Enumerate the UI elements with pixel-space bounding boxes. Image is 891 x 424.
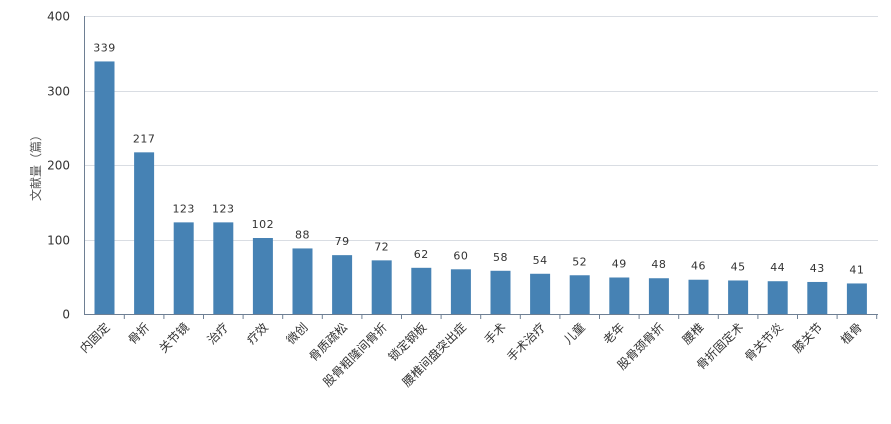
data-label: 79	[335, 235, 350, 248]
bar	[648, 278, 669, 314]
x-tick-label: 骨关节炎	[742, 320, 786, 364]
data-label: 88	[295, 228, 310, 241]
y-tick-label: 300	[47, 85, 70, 99]
bar	[490, 270, 511, 314]
x-tick-label: 治疗	[205, 320, 232, 347]
data-label: 123	[212, 202, 235, 215]
bar	[609, 277, 630, 314]
x-tick-label: 儿童	[560, 320, 588, 348]
bar	[846, 283, 867, 314]
data-label: 339	[93, 41, 116, 54]
data-label: 46	[691, 260, 706, 273]
x-tick-label: 手术	[482, 320, 509, 347]
data-label: 62	[414, 248, 429, 261]
data-label: 45	[731, 260, 746, 273]
bar	[134, 152, 155, 314]
data-label: 72	[374, 240, 389, 253]
data-label: 54	[533, 254, 548, 267]
bar	[252, 238, 273, 314]
x-tick-label: 疗效	[243, 320, 271, 348]
y-axis-label: 文献量（篇）	[28, 129, 43, 201]
bar	[411, 267, 432, 314]
data-label: 217	[133, 132, 156, 145]
bar	[530, 273, 551, 314]
x-tick-label: 内固定	[77, 320, 113, 356]
x-tick-label: 膝关节	[790, 320, 825, 355]
data-label: 123	[172, 202, 195, 215]
x-tick-label: 植骨	[837, 320, 865, 348]
bars	[94, 61, 867, 314]
bar	[292, 248, 313, 314]
bar	[332, 255, 353, 314]
x-tick-label: 腰椎	[679, 320, 707, 348]
y-tick-label: 100	[47, 234, 70, 248]
data-label: 44	[770, 261, 785, 274]
y-tick-label: 200	[47, 159, 70, 173]
x-tick-label: 老年	[601, 320, 628, 347]
bar	[213, 222, 234, 314]
gridlines	[84, 16, 878, 241]
bar	[173, 222, 194, 314]
bar	[767, 281, 788, 314]
bar	[450, 269, 471, 314]
data-label: 43	[810, 262, 825, 275]
data-label: 41	[849, 263, 864, 276]
bar	[688, 279, 709, 314]
data-label: 58	[493, 251, 508, 264]
data-label: 49	[612, 257, 627, 270]
value-labels: 339 217 123 123 102 88 79 72 62 60 58 54 52 49 48 46 45 4…	[93, 41, 864, 276]
y-tick-label: 400	[47, 10, 70, 24]
data-label: 60	[453, 249, 468, 262]
bar	[728, 280, 749, 314]
bar	[371, 260, 392, 314]
bar	[569, 275, 590, 314]
data-label: 48	[651, 258, 666, 271]
y-tick-label: 0	[62, 308, 70, 322]
x-tick-label: 手术治疗	[504, 320, 548, 364]
x-tick-label: 骨折	[125, 320, 153, 348]
bar	[807, 281, 828, 314]
x-tick-label: 关节镜	[156, 320, 192, 356]
data-label: 52	[572, 255, 587, 268]
data-label: 102	[252, 218, 275, 231]
bar	[94, 61, 115, 314]
x-tick-label: 微创	[284, 320, 311, 347]
